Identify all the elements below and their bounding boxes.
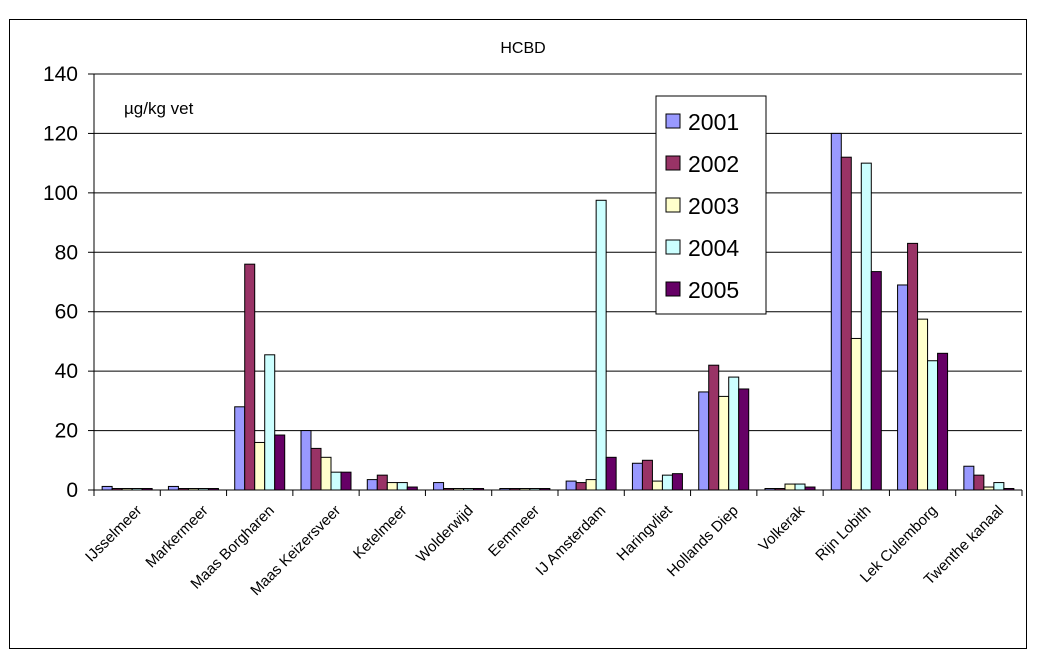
bar: [605, 456, 617, 491]
bar: [254, 441, 266, 491]
bar: [167, 485, 179, 491]
bar: [565, 480, 577, 491]
bar: [274, 434, 286, 491]
x-tick-label: Volkerak: [755, 502, 808, 555]
legend-label: 2002: [688, 151, 739, 177]
bar: [340, 471, 352, 491]
bar: [300, 430, 312, 491]
bar: [973, 474, 985, 491]
legend-swatch: [665, 155, 681, 171]
bar: [386, 482, 398, 491]
bar: [917, 318, 929, 491]
legend-swatch: [665, 239, 681, 255]
legend-swatch: [665, 113, 681, 129]
legend-swatch: [665, 197, 681, 213]
y-tick-label: 140: [43, 63, 78, 86]
bar: [794, 483, 806, 491]
bar: [366, 479, 378, 491]
bar: [330, 471, 342, 491]
bar: [234, 406, 246, 491]
bar: [870, 271, 882, 491]
y-tick-label: 40: [55, 360, 78, 383]
bar: [671, 473, 683, 491]
y-tick-label: 100: [43, 182, 78, 205]
bar: [927, 360, 939, 491]
legend-label: 2004: [688, 235, 739, 261]
bar: [320, 456, 332, 491]
y-tick-label: 120: [43, 122, 78, 145]
y-tick-label: 60: [55, 301, 78, 324]
bar: [738, 388, 750, 491]
bar: [575, 482, 587, 491]
bar: [840, 156, 852, 491]
x-tick-label: IJsselmeer: [82, 502, 145, 565]
chart-frame: [9, 19, 1027, 649]
y-tick-label: 80: [55, 241, 78, 264]
bar: [651, 480, 663, 491]
bar: [310, 447, 322, 491]
x-tick-label: Wolderwijd: [413, 502, 477, 566]
bar: [631, 462, 643, 491]
x-tick-label: Haringvliet: [613, 502, 676, 565]
bar: [641, 459, 653, 491]
x-tick-label: IJ Amsterdam: [532, 502, 609, 579]
x-tick-label: Hollands Diep: [664, 502, 742, 580]
legend-label: 2003: [688, 193, 739, 219]
y-tick-label: 20: [55, 420, 78, 443]
gridlines: [94, 73, 1022, 432]
bar: [963, 465, 975, 491]
x-tick-label: Rijn Lobith: [812, 502, 874, 564]
bar: [718, 395, 730, 491]
bar: [433, 482, 445, 491]
bar: [728, 376, 740, 491]
legend-swatch: [665, 281, 681, 297]
bar: [784, 483, 796, 491]
bar: [907, 242, 919, 491]
bar: [396, 482, 408, 491]
x-tick-label: Markermeer: [142, 502, 211, 571]
x-tick-label: Ketelmeer: [350, 502, 410, 562]
bar: [708, 364, 720, 491]
bar: [937, 352, 949, 491]
x-tick-label: Eemmeer: [485, 502, 543, 560]
unit-label: µg/kg vet: [124, 99, 194, 118]
bar: [850, 337, 862, 491]
bar: [101, 485, 113, 491]
bar: [376, 474, 388, 491]
legend: 2001 2002 2003 2004 2005: [655, 95, 767, 315]
bar: [661, 474, 673, 491]
chart-title: HCBD: [500, 40, 545, 57]
bar: [897, 284, 909, 491]
bar: [830, 132, 842, 491]
bar: [244, 263, 256, 491]
bar: [698, 391, 710, 491]
legend-label: 2005: [688, 277, 739, 303]
legend-label: 2001: [688, 109, 739, 135]
bar: [264, 354, 276, 491]
y-tick-label: 0: [66, 479, 78, 502]
bar: [595, 199, 607, 491]
bar: [993, 482, 1005, 491]
bar: [585, 479, 597, 491]
bar: [860, 162, 872, 491]
